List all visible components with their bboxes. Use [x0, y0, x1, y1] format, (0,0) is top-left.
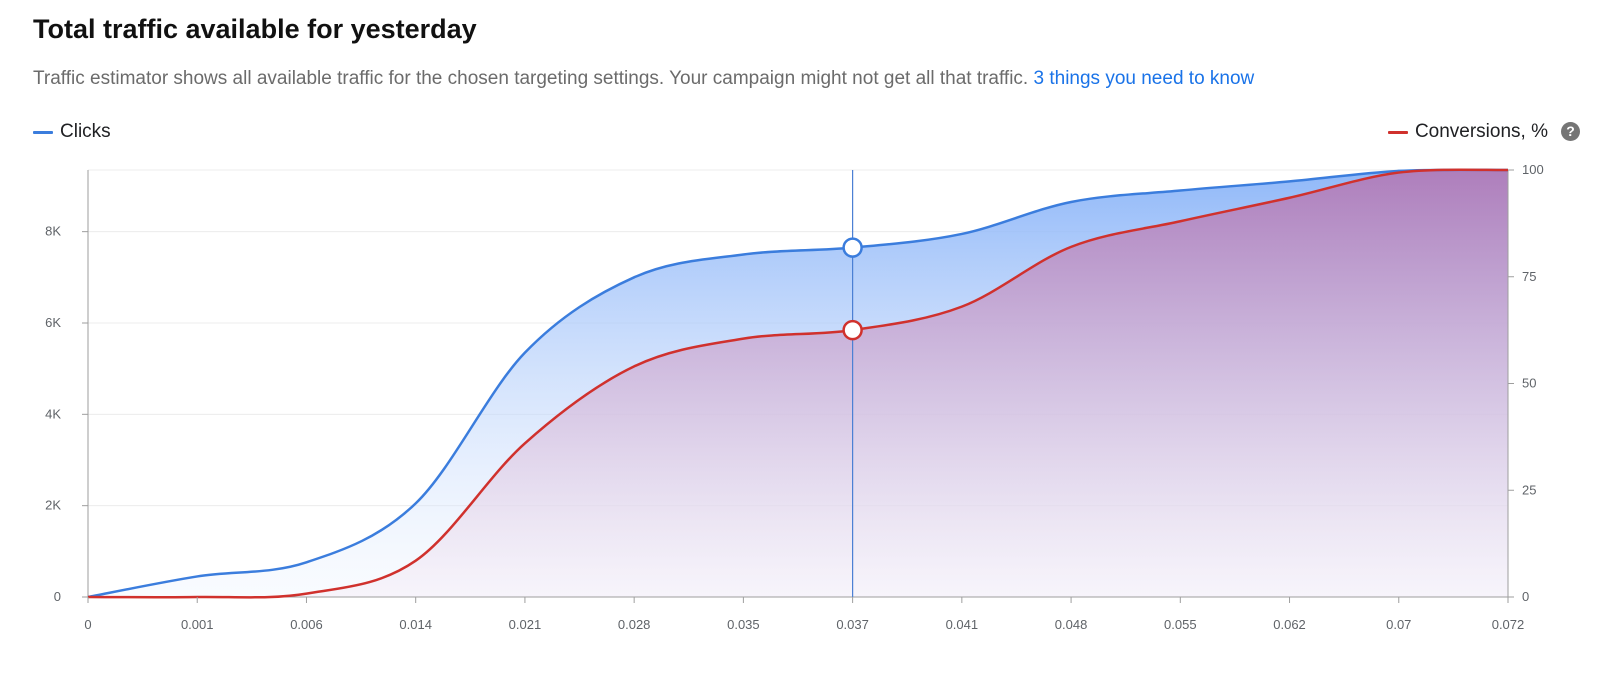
y-left-tick-label: 6K	[45, 315, 61, 330]
page-title: Total traffic available for yesterday	[33, 14, 477, 44]
conversions-line	[87, 168, 1509, 599]
conversions-swatch	[1387, 130, 1408, 134]
x-tick-label: 0.055	[1164, 617, 1197, 632]
x-tick-label: 0.037	[836, 617, 869, 632]
x-tick-label: 0.048	[1055, 617, 1088, 632]
y-right-tick-label: 50	[1522, 376, 1536, 391]
x-tick-label: 0.07	[1386, 617, 1411, 632]
x-tick-label: 0.072	[1492, 617, 1525, 632]
x-tick-label: 0.006	[290, 617, 323, 632]
y-right-tick-label: 25	[1522, 482, 1536, 497]
y-left-tick-label: 8K	[45, 224, 61, 239]
learn-more-link[interactable]: 3 things you need to know	[1033, 68, 1255, 89]
legend-conversions[interactable]: Conversions, %	[1387, 121, 1548, 143]
x-tick-label: 0.021	[509, 617, 542, 632]
y-right-tick-label: 0	[1522, 589, 1529, 604]
legend-clicks[interactable]: Clicks	[33, 121, 111, 143]
x-tick-label: 0.041	[946, 617, 979, 632]
x-tick-label: 0.028	[618, 617, 651, 632]
x-tick-label: 0	[84, 617, 91, 632]
y-right-tick-label: 100	[1522, 162, 1544, 177]
clicks-hover-point	[842, 237, 863, 258]
y-right-tick-label: 75	[1522, 269, 1536, 284]
y-left-tick-label: 0	[54, 589, 61, 604]
x-tick-label: 0.035	[727, 617, 760, 632]
legend-clicks-label: Clicks	[60, 121, 111, 142]
x-tick-label: 0.001	[181, 617, 214, 632]
y-left-tick-label: 4K	[45, 406, 61, 421]
clicks-swatch	[33, 130, 53, 134]
conversions-hover-point	[842, 319, 863, 341]
x-tick-label: 0.062	[1273, 617, 1306, 632]
clicks-line	[87, 168, 1509, 599]
conversions-area	[88, 169, 1508, 598]
y-left-tick-label: 2K	[45, 498, 61, 513]
x-tick-label: 0.014	[399, 617, 432, 632]
description-text: Traffic estimator shows all available tr…	[33, 68, 1029, 89]
help-icon[interactable]: ?	[1561, 122, 1580, 141]
description: Traffic estimator shows all available tr…	[33, 68, 1254, 90]
legend-conversions-label: Conversions, %	[1414, 121, 1548, 142]
